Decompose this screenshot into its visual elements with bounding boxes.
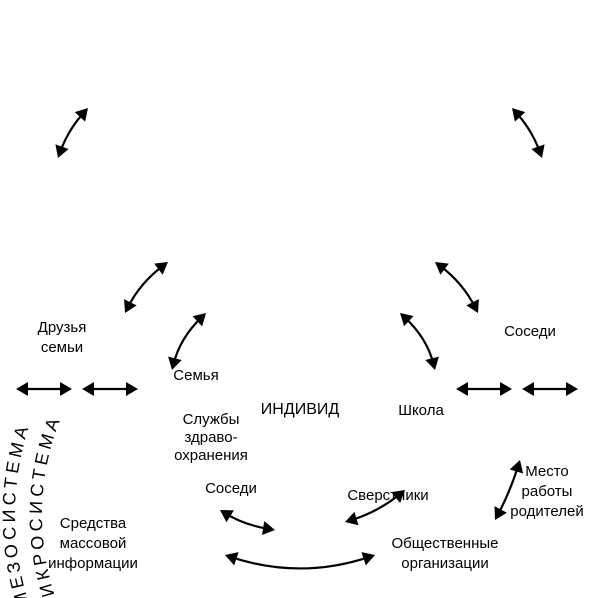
label-work-1: Место	[525, 463, 569, 480]
double-arrow-inner-tl	[173, 317, 201, 364]
double-arrow-inner-bl	[225, 513, 269, 529]
label-school: Школа	[398, 402, 444, 419]
double-arrow-meso-right	[440, 266, 476, 308]
label-orgs-2: организации	[401, 555, 488, 572]
label-health-2: здраво-	[184, 429, 237, 446]
center-label: ИНДИВИД	[261, 401, 340, 418]
label-neighbors-outer: Соседи	[504, 323, 556, 340]
double-arrow-macro-right	[516, 112, 540, 152]
label-media-1: Средства	[60, 515, 127, 532]
label-health-1: Службы	[183, 411, 240, 428]
label-orgs-1: Общественные	[392, 535, 499, 552]
label-family: Семья	[173, 367, 218, 384]
label-neighbors-inner: Соседи	[205, 480, 257, 497]
double-arrow-meso-left	[128, 266, 164, 308]
double-arrow-bottom-mid	[231, 557, 370, 569]
label-friends-1: Друзья	[38, 319, 87, 336]
double-arrow-inner-tr	[404, 317, 433, 364]
double-arrow-macro-left	[60, 112, 84, 152]
label-media-2: массовой	[60, 535, 127, 552]
label-peers: Сверстники	[347, 487, 428, 504]
label-friends-2: семьи	[41, 339, 83, 356]
label-media-3: информации	[48, 555, 138, 572]
label-health-3: охранения	[174, 447, 248, 464]
ecological-systems-diagram: МАКРОСИСТЕМА Установки и идеология данно…	[0, 0, 600, 598]
label-work-2: работы	[522, 483, 573, 500]
label-work-3: родителей	[510, 503, 584, 520]
